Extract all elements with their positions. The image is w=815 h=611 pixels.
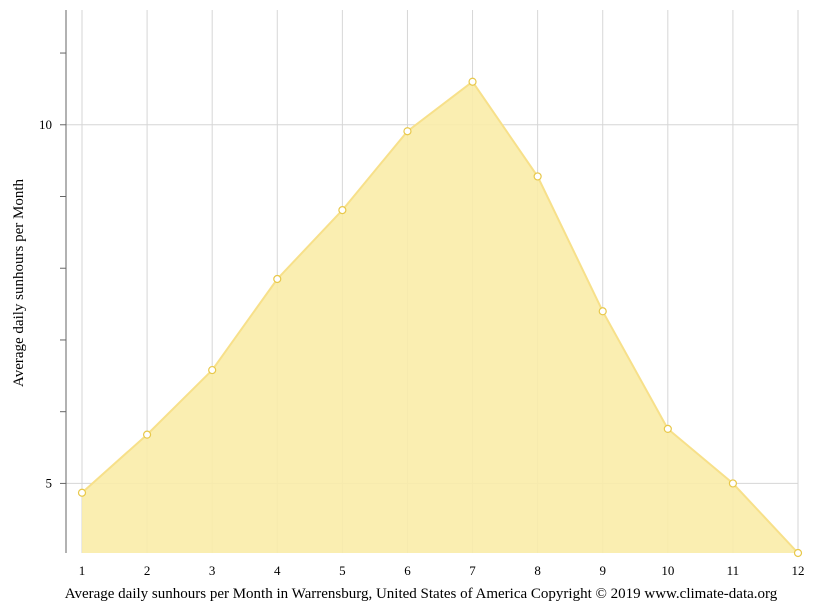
y-tick-label: 10 — [39, 117, 52, 132]
x-tick-label: 5 — [339, 563, 346, 578]
x-tick-label: 11 — [727, 563, 740, 578]
data-point-marker[interactable] — [468, 77, 477, 86]
data-point-marker[interactable] — [77, 488, 87, 497]
data-point-marker[interactable] — [142, 430, 152, 439]
x-tick-label: 3 — [209, 563, 216, 578]
chart-caption: Average daily sunhours per Month in Warr… — [65, 586, 778, 602]
data-point-marker[interactable] — [403, 127, 412, 136]
series-line — [81, 80, 799, 554]
x-tick-label: 6 — [404, 563, 411, 578]
y-tick-label: 5 — [46, 475, 53, 490]
x-tick-label: 9 — [599, 563, 606, 578]
data-point-marker[interactable] — [598, 307, 607, 316]
axis-layer — [60, 10, 67, 553]
marker-layer — [77, 77, 803, 558]
x-tick-label: 8 — [534, 563, 541, 578]
data-point-marker[interactable] — [338, 206, 347, 215]
x-tick-label: 10 — [661, 563, 674, 578]
data-point-marker[interactable] — [533, 172, 542, 181]
x-tick-label: 1 — [79, 563, 86, 578]
series-area-fill — [82, 81, 798, 553]
x-tick-label: 2 — [144, 563, 151, 578]
x-tick-label: 12 — [792, 563, 805, 578]
data-point-marker[interactable] — [793, 548, 803, 558]
area-layer — [81, 80, 799, 554]
data-point-marker[interactable] — [728, 479, 738, 488]
data-point-marker[interactable] — [208, 365, 217, 375]
x-tick-label: 7 — [469, 563, 476, 578]
y-axis-title: Average daily sunhours per Month — [11, 179, 27, 388]
data-point-marker[interactable] — [273, 274, 282, 284]
x-tick-label: 4 — [274, 563, 281, 578]
data-point-marker[interactable] — [663, 424, 672, 434]
